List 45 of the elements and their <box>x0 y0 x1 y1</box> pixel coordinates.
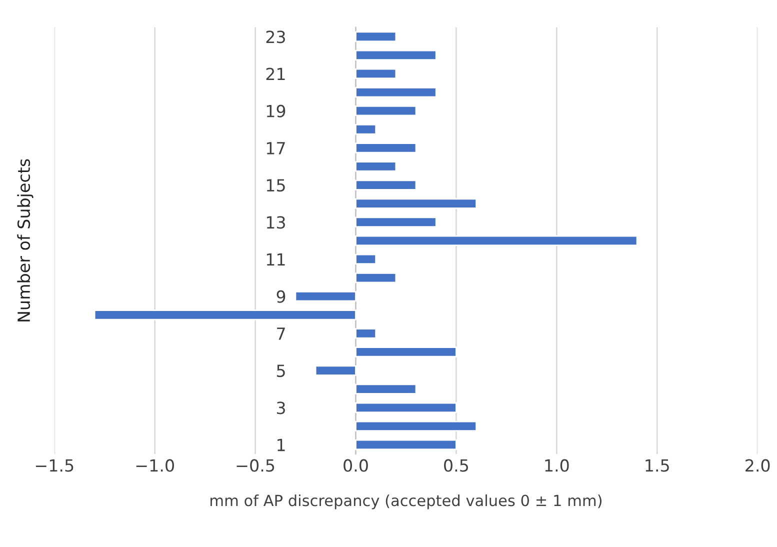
y-axis-title: Number of Subjects <box>17 159 34 322</box>
bar <box>355 68 397 80</box>
bar <box>355 420 477 432</box>
x-tick-label: −1.5 <box>36 459 74 472</box>
x-tick-label: −0.5 <box>236 459 274 472</box>
bar <box>355 328 377 339</box>
y-tick-label: 11 <box>266 253 285 266</box>
x-tick-label: 0.0 <box>344 459 368 472</box>
bar <box>355 31 397 42</box>
bar <box>355 254 377 265</box>
bar <box>355 346 457 358</box>
x-tick-label: 0.5 <box>444 459 468 472</box>
y-tick-label: 13 <box>266 216 285 229</box>
bar <box>355 216 437 228</box>
bar <box>355 272 397 284</box>
bar <box>355 105 417 116</box>
bar <box>355 50 437 61</box>
y-tick-label: 17 <box>266 142 285 154</box>
bar <box>355 439 457 450</box>
x-tick-label: 1.0 <box>545 459 569 472</box>
bar <box>355 161 397 172</box>
x-tick-label: 2.0 <box>746 459 770 472</box>
y-tick-label: 7 <box>277 328 285 340</box>
bar <box>355 384 417 394</box>
y-tick-label: 1 <box>278 438 285 452</box>
y-tick-label: 23 <box>266 30 285 44</box>
bar <box>294 291 356 302</box>
bar <box>355 402 457 413</box>
bar <box>355 198 477 209</box>
x-axis-title: mm of AP discrepancy (accepted values 0 ± 1 mm) <box>210 494 602 510</box>
bar <box>355 86 437 98</box>
bar <box>94 310 356 320</box>
bar <box>355 142 417 154</box>
bar <box>355 124 377 135</box>
y-tick-label: 21 <box>266 68 285 80</box>
y-tick-label: 19 <box>266 104 286 118</box>
bar <box>314 365 356 376</box>
bar <box>355 180 417 190</box>
bar <box>355 235 638 246</box>
x-tick-label: −1.0 <box>136 459 174 472</box>
y-tick-label: 5 <box>276 364 285 378</box>
y-tick-label: 9 <box>276 290 286 303</box>
x-tick-label: 1.5 <box>646 459 669 472</box>
y-tick-label: 3 <box>276 402 285 414</box>
y-tick-label: 15 <box>266 179 285 192</box>
